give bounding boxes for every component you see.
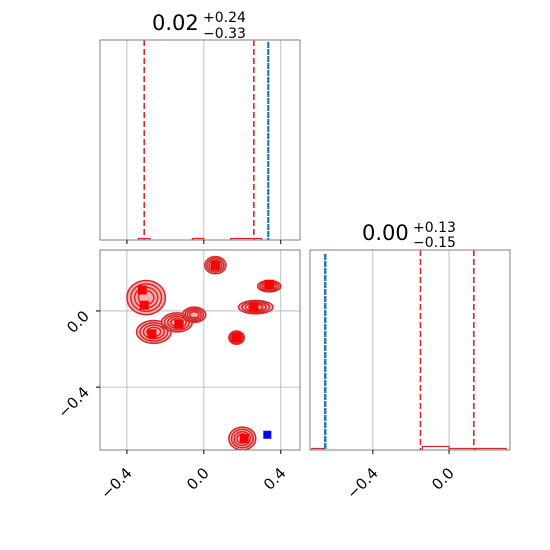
contour-level [142, 324, 165, 340]
title-param-2-minus: −0.15 [413, 235, 456, 251]
contour-level [188, 310, 200, 319]
contour-level [233, 430, 252, 447]
title-param-1-minus: −0.33 [203, 26, 246, 42]
title-param-2-value: 0.00 [362, 221, 409, 245]
axes-frame [99, 249, 301, 451]
x-tick-label: −0.4 [343, 464, 381, 502]
hist-bar-red [191, 237, 205, 240]
contour-level [184, 307, 205, 322]
axes-frame [309, 249, 511, 451]
contour-level [241, 301, 271, 314]
joint-panel: −0.4 0.0 0.4 −0.4 0.0 [54, 249, 301, 503]
mode-marker [232, 333, 242, 343]
title-param-2-plus: +0.13 [413, 220, 456, 236]
marginal-panel-param-1 [99, 39, 301, 244]
mode-marker [239, 434, 249, 444]
mode-marker [174, 319, 184, 329]
contour-level [206, 257, 225, 273]
hist-bar-red [421, 445, 450, 450]
x-tick-label: 0.0 [428, 464, 458, 494]
axes-frame [99, 39, 301, 241]
marginal-panel-param-2: −0.4 0.0 [309, 249, 511, 503]
hist-bar-red [311, 447, 324, 450]
contour-level [208, 259, 223, 272]
contour-level [130, 283, 163, 313]
title-param-1-value: 0.02 [152, 11, 199, 35]
x-tick-label: 0.0 [183, 464, 213, 494]
mode-marker [137, 285, 147, 295]
contour-level [229, 331, 244, 344]
title-param-1-plus: +0.24 [203, 10, 246, 26]
contour-level [139, 322, 169, 342]
mode-marker [264, 279, 274, 289]
hist-bar-red [475, 447, 507, 450]
mode-marker [210, 260, 220, 270]
x-tick-label: −0.4 [97, 464, 135, 502]
mode-marker [147, 329, 157, 339]
mode-marker [139, 300, 149, 310]
contour-level [126, 279, 167, 316]
contour-level [186, 309, 202, 321]
y-tick-label: 0.0 [63, 307, 93, 337]
x-tick-label: 0.4 [260, 464, 290, 494]
truth-marker [263, 430, 272, 439]
y-tick-label: −0.4 [54, 383, 92, 421]
contour-level [163, 314, 190, 331]
hist-bar-red [230, 237, 263, 240]
mode-marker [249, 302, 259, 312]
contour-group [126, 255, 282, 450]
contour-level [230, 428, 254, 449]
